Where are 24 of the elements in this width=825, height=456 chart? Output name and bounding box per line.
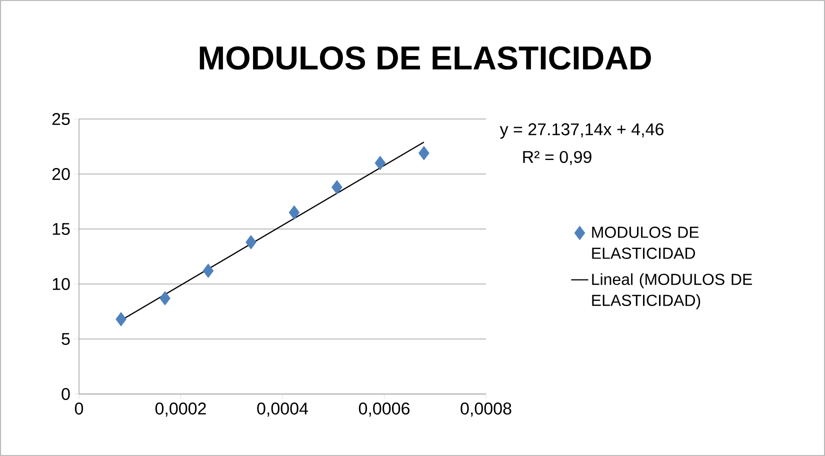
point bbox=[246, 235, 256, 250]
point bbox=[202, 264, 214, 278]
point bbox=[374, 156, 386, 170]
legend-label: MODULOS DE ELASTICIDAD bbox=[592, 226, 699, 259]
point bbox=[116, 312, 126, 326]
text: y = 27.137,14x + 4,46 bbox=[500, 123, 664, 139]
x-tick-label: 0,0008 bbox=[460, 402, 512, 417]
y-tick-label: 20 bbox=[52, 168, 70, 180]
y-tick-label: 25 bbox=[52, 112, 70, 126]
legend-label: Lineal (MODULOS DE ELASTICIDAD) bbox=[592, 273, 752, 310]
y-tick-label: 5 bbox=[62, 333, 70, 345]
point bbox=[288, 205, 300, 220]
x-tick-label: 0 bbox=[74, 402, 84, 415]
point bbox=[331, 180, 342, 194]
x-tick-label: 0,0004 bbox=[257, 402, 308, 417]
y-tick-label: 15 bbox=[52, 223, 70, 235]
point bbox=[418, 146, 430, 160]
chart-title: MODULOS DE ELASTICIDAD bbox=[200, 46, 651, 70]
point bbox=[160, 291, 170, 306]
x-tick-label: 0,0002 bbox=[155, 402, 206, 417]
x-tick-label: 0,0006 bbox=[358, 402, 410, 417]
y-tick-label: 10 bbox=[52, 278, 70, 290]
y-tick-label: 0 bbox=[62, 388, 70, 400]
text: R² = 0,99 bbox=[523, 150, 592, 166]
